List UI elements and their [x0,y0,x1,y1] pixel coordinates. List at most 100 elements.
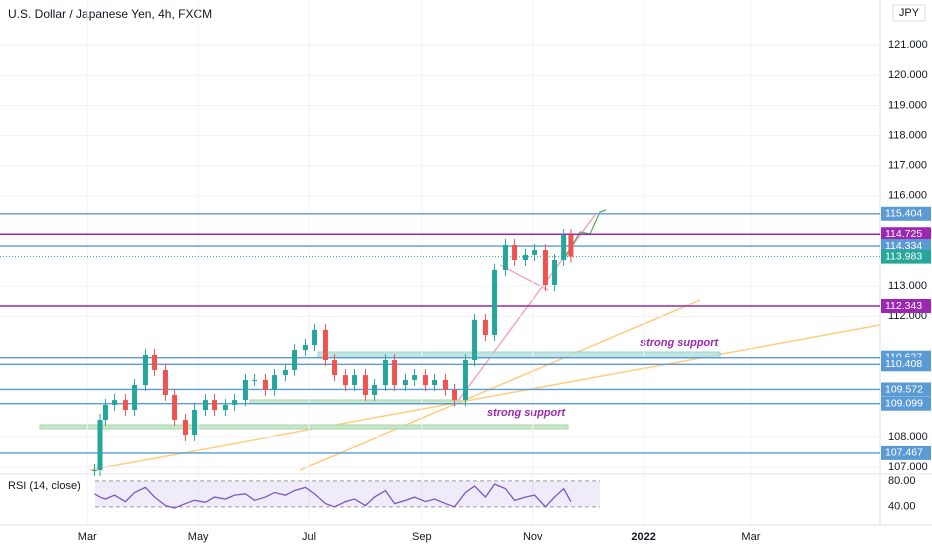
x-tick-label: Jul [302,531,316,543]
candle [432,379,438,386]
x-tick-label: Mar [78,531,97,543]
candle [561,234,567,260]
price-label: 109.099 [885,398,923,410]
candle [322,329,328,361]
price-label-bg [881,227,931,242]
candle [172,394,178,420]
candle [392,360,398,386]
y-tick-label: 120.000 [888,69,928,81]
candle [212,400,218,411]
price-label: 109.572 [885,383,923,395]
rsi-label: RSI (14, close) [8,480,81,492]
x-tick-label: Mar [741,531,760,543]
candle [542,250,548,286]
price-label-bg [881,249,931,264]
candle [552,259,558,286]
candle [568,234,574,257]
rsi-line [94,483,572,509]
y-tick-label: 121.000 [888,39,928,51]
annotation: strong support [487,407,567,419]
candle [462,360,468,401]
candle [112,400,118,405]
price-label-bg [881,357,931,372]
candle [152,354,158,370]
candle [192,410,198,436]
candle [262,379,268,390]
candle [102,404,108,420]
candle [502,244,508,270]
price-label: 110.408 [885,358,922,370]
candle [402,379,408,386]
price-label: 112.343 [885,300,922,312]
drawings [39,209,881,471]
y-tick-label: 113.000 [888,280,927,292]
y-tick-label: 119.000 [888,99,927,111]
candle [532,250,538,255]
candle [242,379,248,401]
candle [182,419,188,436]
candle [162,369,168,395]
currency-badge[interactable] [892,4,926,22]
rsi-tick-label: 80.00 [888,475,916,487]
candle [132,385,138,411]
candle [222,404,228,411]
price-label: 115.404 [885,208,922,220]
y-tick-label: 116.000 [888,190,927,202]
candle [352,375,358,386]
candle [422,375,428,386]
candle [452,389,458,401]
x-tick-label: 2022 [631,531,655,543]
price-label: 114.725 [885,228,922,240]
candle [512,244,518,260]
price-label: 114.334 [885,240,922,252]
candle [252,379,258,381]
x-tick-label: Nov [523,531,543,543]
currency[interactable]: JPY [899,7,920,19]
candle [412,375,418,380]
candle [92,469,98,471]
price-label: 107.467 [885,447,923,459]
candle [302,344,308,351]
x-tick-label: Sep [412,531,432,543]
candle [482,319,488,336]
trend-line [299,299,701,471]
price-label-bg [881,445,931,460]
price-label-bg [881,299,931,314]
y-tick-label: 118.000 [888,129,927,141]
candle [142,354,148,386]
candle [292,350,298,370]
candle [282,369,288,376]
candle [122,400,128,411]
candle [492,269,498,336]
candle [332,360,338,376]
candle [272,375,278,390]
candle [372,385,378,395]
candle [522,254,528,260]
candle [362,375,368,395]
annotation: strong support [640,337,720,349]
rsi-tick-label: 40.00 [888,501,916,513]
candle [312,329,318,345]
price-label-bg [881,239,931,254]
rsi-band [95,480,600,507]
price-label-bg [881,396,931,411]
chart-title: U.S. Dollar / Japanese Yen, 4h, FXCM [8,7,212,21]
y-tick-label: 107.000 [888,461,928,473]
support-zone [39,424,569,430]
y-tick-label: 112.000 [888,310,927,322]
candle [382,360,388,386]
y-tick-label: 108.000 [888,431,928,443]
candle [202,400,208,411]
candle [472,319,478,361]
candle [442,379,448,390]
trend-line [89,324,881,471]
candle [342,375,348,386]
x-tick-label: May [188,531,209,543]
y-tick-label: 117.000 [888,160,927,172]
price-label: 113.983 [885,250,922,262]
price-label-bg [881,206,931,221]
candle [97,419,103,470]
candle [232,400,238,405]
